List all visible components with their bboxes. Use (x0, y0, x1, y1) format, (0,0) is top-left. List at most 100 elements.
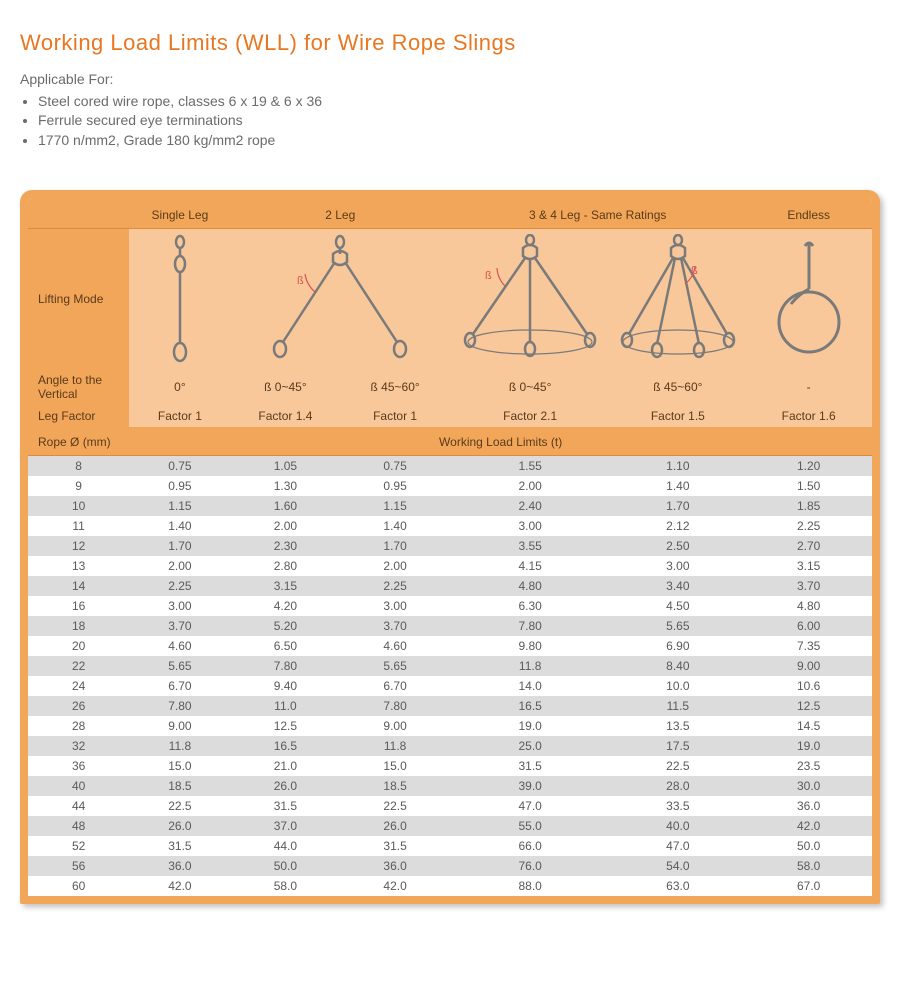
three-leg-icon: ß (450, 229, 610, 369)
angle-cell: ß 45~60° (610, 369, 745, 405)
wll-cell: 16.5 (231, 736, 341, 756)
wll-cell: 36.0 (129, 856, 230, 876)
rope-diameter-cell: 9 (28, 476, 129, 496)
wll-cell: 1.70 (340, 536, 450, 556)
wll-cell: 2.30 (231, 536, 341, 556)
wll-cell: 11.0 (231, 696, 341, 716)
rope-diameter-cell: 13 (28, 556, 129, 576)
wll-cell: 50.0 (231, 856, 341, 876)
angle-cell: ß 0~45° (231, 369, 341, 405)
wll-cell: 0.75 (340, 455, 450, 476)
col-group-34leg: 3 & 4 Leg - Same Ratings (450, 198, 745, 229)
wll-cell: 1.55 (450, 455, 610, 476)
wll-cell: 26.0 (231, 776, 341, 796)
wll-cell: 25.0 (450, 736, 610, 756)
wll-cell: 1.15 (340, 496, 450, 516)
wll-cell: 6.70 (129, 676, 230, 696)
wll-cell: 3.70 (340, 616, 450, 636)
wll-cell: 36.0 (745, 796, 872, 816)
rope-diameter-cell: 24 (28, 676, 129, 696)
wll-cell: 18.5 (340, 776, 450, 796)
wll-cell: 14.0 (450, 676, 610, 696)
rope-diameter-cell: 36 (28, 756, 129, 776)
wll-cell: 3.70 (129, 616, 230, 636)
intro-block: Applicable For: Steel cored wire rope, c… (20, 70, 880, 150)
wll-cell: 4.50 (610, 596, 745, 616)
table-row: 289.0012.59.0019.013.514.5 (28, 716, 872, 736)
wll-cell: 11.5 (610, 696, 745, 716)
intro-bullet: Ferrule secured eye terminations (38, 111, 880, 131)
rope-diameter-cell: 16 (28, 596, 129, 616)
factor-cell: Factor 1 (129, 405, 230, 427)
rope-diameter-cell: 44 (28, 796, 129, 816)
wll-cell: 50.0 (745, 836, 872, 856)
wll-cell: 0.95 (340, 476, 450, 496)
wll-cell: 15.0 (129, 756, 230, 776)
wll-cell: 18.5 (129, 776, 230, 796)
wll-cell: 1.05 (231, 455, 341, 476)
wll-cell: 1.40 (340, 516, 450, 536)
wll-cell: 1.50 (745, 476, 872, 496)
wll-cell: 7.80 (129, 696, 230, 716)
wll-cell: 12.5 (745, 696, 872, 716)
table-row: 204.606.504.609.806.907.35 (28, 636, 872, 656)
endless-icon (745, 229, 872, 369)
factor-cell: Factor 1.6 (745, 405, 872, 427)
table-row: 101.151.601.152.401.701.85 (28, 496, 872, 516)
wll-cell: 3.00 (129, 596, 230, 616)
wll-cell: 2.50 (610, 536, 745, 556)
table-row: 4018.526.018.539.028.030.0 (28, 776, 872, 796)
factor-cell: Factor 1 (340, 405, 450, 427)
wll-cell: 58.0 (745, 856, 872, 876)
wll-cell: 22.5 (610, 756, 745, 776)
wll-cell: 6.50 (231, 636, 341, 656)
wll-cell: 22.5 (129, 796, 230, 816)
wll-cell: 47.0 (450, 796, 610, 816)
wll-cell: 9.00 (745, 656, 872, 676)
wll-cell: 3.00 (340, 596, 450, 616)
wll-cell: 0.95 (129, 476, 230, 496)
wll-cell: 21.0 (231, 756, 341, 776)
wll-cell: 40.0 (610, 816, 745, 836)
col-group-endless: Endless (745, 198, 872, 229)
wll-cell: 36.0 (340, 856, 450, 876)
wll-cell: 1.30 (231, 476, 341, 496)
wll-cell: 2.00 (340, 556, 450, 576)
angle-cell: 0° (129, 369, 230, 405)
group-header-row: Single Leg 2 Leg 3 & 4 Leg - Same Rating… (28, 198, 872, 229)
wll-cell: 10.0 (610, 676, 745, 696)
wll-cell: 63.0 (610, 876, 745, 896)
diagram-row: Lifting Mode (28, 229, 872, 369)
wll-cell: 3.70 (745, 576, 872, 596)
wll-cell: 22.5 (340, 796, 450, 816)
wll-cell: 1.20 (745, 455, 872, 476)
wll-cell: 6.00 (745, 616, 872, 636)
wll-cell: 76.0 (450, 856, 610, 876)
wll-cell: 1.40 (129, 516, 230, 536)
wll-cell: 11.8 (129, 736, 230, 756)
rope-diameter-cell: 48 (28, 816, 129, 836)
wll-cell: 8.40 (610, 656, 745, 676)
wll-cell: 26.0 (340, 816, 450, 836)
wll-cell: 9.00 (340, 716, 450, 736)
wll-cell: 0.75 (129, 455, 230, 476)
table-row: 3211.816.511.825.017.519.0 (28, 736, 872, 756)
wll-cell: 33.5 (610, 796, 745, 816)
wll-cell: 4.80 (745, 596, 872, 616)
wll-cell: 1.15 (129, 496, 230, 516)
wll-cell: 2.12 (610, 516, 745, 536)
wll-cell: 1.85 (745, 496, 872, 516)
wll-cell: 2.25 (745, 516, 872, 536)
factor-cell: Factor 2.1 (450, 405, 610, 427)
wll-cell: 10.6 (745, 676, 872, 696)
angle-cell: ß 0~45° (450, 369, 610, 405)
intro-bullet: 1770 n/mm2, Grade 180 kg/mm2 rope (38, 131, 880, 151)
wll-cell: 67.0 (745, 876, 872, 896)
wll-cell: 4.20 (231, 596, 341, 616)
rope-diameter-cell: 12 (28, 536, 129, 556)
wll-cell: 12.5 (231, 716, 341, 736)
wll-cell: 5.65 (610, 616, 745, 636)
wll-cell: 23.5 (745, 756, 872, 776)
table-row: 4826.037.026.055.040.042.0 (28, 816, 872, 836)
angle-row: Angle to the Vertical 0° ß 0~45° ß 45~60… (28, 369, 872, 405)
